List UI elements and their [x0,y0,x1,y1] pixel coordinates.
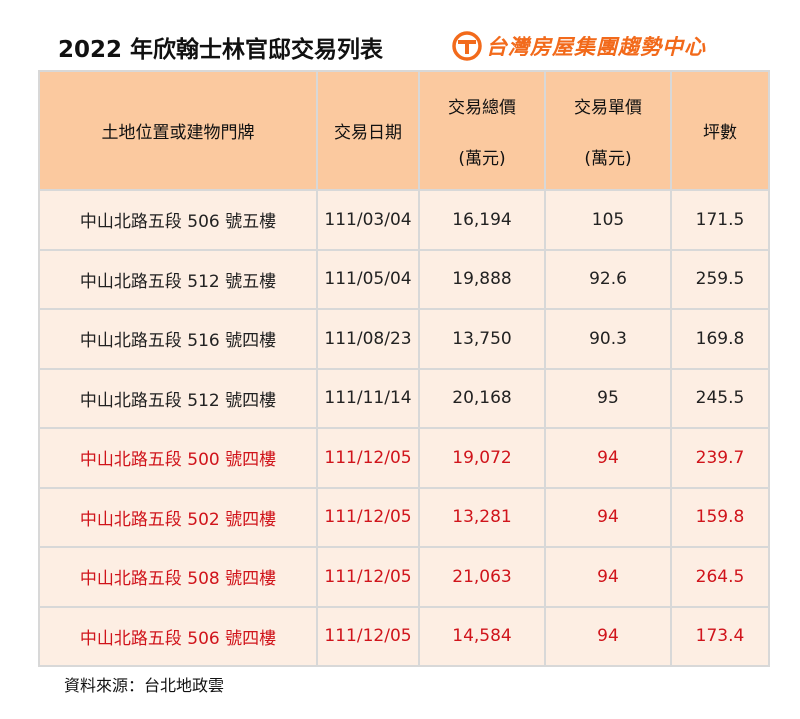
cell-total: 21,063 [418,546,546,608]
table-row: 中山北路五段 506 號四樓 111/12/05 14,584 94 173.4 [38,605,770,667]
cell-date: 111/05/04 [316,248,420,310]
transaction-table: 土地位置或建物門牌 交易日期 交易總價 (萬元) 交易單價 (萬元) 坪數 中山北路五段 5… [38,70,770,667]
cell-total: 19,072 [418,427,546,489]
cell-date: 111/12/05 [316,486,420,548]
table-row: 中山北路五段 508 號四樓 111/12/05 21,063 94 264.5 [38,546,770,608]
table-row: 中山北路五段 500 號四樓 111/12/05 19,072 94 239.7 [38,427,770,489]
cell-date: 111/12/05 [316,427,420,489]
column-header-label: 交易單價 [574,97,642,118]
cell-date: 111/08/23 [316,308,420,370]
cell-area: 245.5 [670,367,770,429]
cell-area: 169.8 [670,308,770,370]
cell-unit: 94 [544,605,672,667]
table-row: 中山北路五段 506 號五樓 111/03/04 16,194 105 171.5 [38,189,770,251]
cell-unit: 94 [544,546,672,608]
cell-address: 中山北路五段 516 號四樓 [38,308,318,370]
table-body: 中山北路五段 506 號五樓 111/03/04 16,194 105 171.5 中山北… [38,189,770,667]
cell-area: 239.7 [670,427,770,489]
cell-total: 13,750 [418,308,546,370]
cell-unit: 95 [544,367,672,429]
cell-address: 中山北路五段 506 號五樓 [38,189,318,251]
table-row: 中山北路五段 512 號五樓 111/05/04 19,888 92.6 259.5 [38,248,770,310]
cell-area: 171.5 [670,189,770,251]
cell-total: 13,281 [418,486,546,548]
data-source-note: 資料來源：台北地政雲 [64,676,225,695]
column-header-unit: (萬元) [584,148,632,169]
brand-name: 台灣房屋集團趨勢中心 [486,35,706,59]
table-header-row: 土地位置或建物門牌 交易日期 交易總價 (萬元) 交易單價 (萬元) 坪數 [38,70,770,191]
cell-address: 中山北路五段 508 號四樓 [38,546,318,608]
column-header-unit: (萬元) [458,148,506,169]
cell-unit: 90.3 [544,308,672,370]
column-header-label: 坪數 [703,123,737,143]
cell-address: 中山北路五段 512 號五樓 [38,248,318,310]
column-header: 交易總價 (萬元) [418,70,546,191]
cell-area: 259.5 [670,248,770,310]
cell-unit: 94 [544,486,672,548]
brand: 台灣房屋集團趨勢中心 [452,31,706,61]
cell-address: 中山北路五段 500 號四樓 [38,427,318,489]
page-title: 2022 年欣翰士林官邸交易列表 [58,37,384,63]
column-header: 土地位置或建物門牌 [38,70,318,191]
cell-unit: 92.6 [544,248,672,310]
cell-area: 264.5 [670,546,770,608]
cell-date: 111/12/05 [316,605,420,667]
cell-area: 159.8 [670,486,770,548]
cell-date: 111/12/05 [316,546,420,608]
column-header: 坪數 [670,70,770,191]
cell-unit: 94 [544,427,672,489]
cell-total: 19,888 [418,248,546,310]
cell-total: 20,168 [418,367,546,429]
column-header: 交易單價 (萬元) [544,70,672,191]
column-header-label: 土地位置或建物門牌 [101,123,255,143]
taiwan-realty-logo-icon [452,31,482,61]
cell-area: 173.4 [670,605,770,667]
cell-date: 111/03/04 [316,189,420,251]
table-row: 中山北路五段 512 號四樓 111/11/14 20,168 95 245.5 [38,367,770,429]
cell-date: 111/11/14 [316,367,420,429]
column-header: 交易日期 [316,70,420,191]
column-header-label: 交易總價 [448,97,516,118]
table-row: 中山北路五段 502 號四樓 111/12/05 13,281 94 159.8 [38,486,770,548]
cell-address: 中山北路五段 512 號四樓 [38,367,318,429]
cell-unit: 105 [544,189,672,251]
cell-total: 16,194 [418,189,546,251]
cell-address: 中山北路五段 502 號四樓 [38,486,318,548]
cell-total: 14,584 [418,605,546,667]
table-row: 中山北路五段 516 號四樓 111/08/23 13,750 90.3 169.8 [38,308,770,370]
cell-address: 中山北路五段 506 號四樓 [38,605,318,667]
column-header-label: 交易日期 [334,123,402,143]
